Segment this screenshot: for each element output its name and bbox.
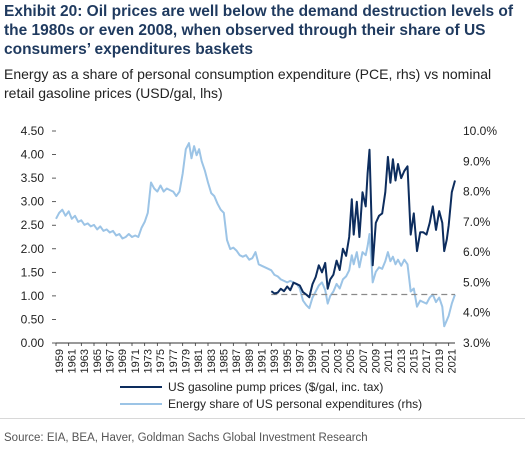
chart-title: Exhibit 20: Oil prices are well below th…: [4, 3, 514, 58]
x-tick-label: 2007: [358, 349, 370, 373]
x-tick-label: 1983: [206, 349, 218, 373]
x-tick-label: 1987: [231, 349, 243, 373]
y-tick-right-label: 6.0%: [463, 245, 491, 259]
x-tick-label: 1981: [193, 349, 205, 373]
y-tick-right-label: 10.0%: [463, 124, 497, 138]
legend-item-gasoline: US gasoline pump prices ($/gal, inc. tax…: [120, 378, 422, 395]
legend-swatch-energy-share: [120, 402, 162, 405]
y-tick-right-label: 3.0%: [463, 336, 491, 350]
x-tick-label: 1997: [295, 349, 307, 373]
y-tick-left-label: 0.50: [21, 312, 45, 326]
x-tick-label: 2015: [409, 349, 421, 373]
y-tick-right-label: 8.0%: [463, 185, 491, 199]
divider: [0, 418, 525, 419]
x-tick-label: 1999: [307, 349, 319, 373]
x-tick-label: 1979: [181, 349, 193, 373]
x-tick-label: 1965: [92, 349, 104, 373]
y-tick-left-label: 2.50: [21, 218, 45, 232]
x-tick-label: 1993: [269, 349, 281, 373]
x-tick-label: 2009: [371, 349, 383, 373]
y-tick-right-label: 5.0%: [463, 275, 491, 289]
legend-label-gasoline: US gasoline pump prices ($/gal, inc. tax…: [168, 379, 384, 394]
x-tick-label: 2019: [434, 349, 446, 373]
y-tick-right-label: 4.0%: [463, 306, 491, 320]
x-tick-label: 1989: [244, 349, 256, 373]
x-tick-label: 1967: [105, 349, 117, 373]
y-tick-right-label: 7.0%: [463, 215, 491, 229]
y-tick-left-label: 3.00: [21, 195, 45, 209]
y-tick-left-label: 2.00: [21, 242, 45, 256]
y-tick-left-label: 4.50: [21, 124, 45, 138]
x-tick-label: 1963: [79, 349, 91, 373]
x-tick-label: 2005: [345, 349, 357, 373]
source-note: Source: EIA, BEA, Haver, Goldman Sachs G…: [4, 432, 368, 444]
x-tick-label: 2017: [421, 349, 433, 373]
x-tick-label: 2003: [333, 349, 345, 373]
series-energy-share-line: [55, 142, 456, 328]
x-tick-label: 1969: [117, 349, 129, 373]
x-tick-label: 1975: [155, 349, 167, 373]
x-tick-label: 1991: [257, 349, 269, 373]
chart-subtitle: Energy as a share of personal consumptio…: [4, 66, 492, 101]
x-tick-label: 1977: [168, 349, 180, 373]
x-tick-label: 2021: [447, 349, 459, 373]
x-tick-label: 1959: [54, 349, 66, 373]
y-tick-left-label: 1.50: [21, 265, 45, 279]
x-tick-label: 2013: [396, 349, 408, 373]
x-tick-label: 1985: [219, 349, 231, 373]
x-tick-label: 1961: [67, 349, 79, 373]
x-tick-label: 2011: [383, 349, 395, 373]
x-tick-label: 1995: [282, 349, 294, 373]
x-tick-label: 2001: [320, 349, 332, 373]
y-tick-left-label: 4.00: [21, 148, 45, 162]
y-tick-left-label: 3.50: [21, 171, 45, 185]
legend: US gasoline pump prices ($/gal, inc. tax…: [120, 378, 422, 412]
x-tick-label: 1971: [130, 349, 142, 373]
legend-swatch-gasoline: [120, 385, 162, 388]
y-tick-left-label: 1.00: [21, 289, 45, 303]
legend-label-energy-share: Energy share of US personal expenditures…: [168, 396, 423, 411]
legend-item-energy-share: Energy share of US personal expenditures…: [120, 395, 422, 412]
y-tick-left-label: 0.00: [21, 336, 45, 350]
x-tick-label: 1973: [143, 349, 155, 373]
series-gasoline-line: [270, 148, 456, 299]
y-tick-right-label: 9.0%: [463, 154, 491, 168]
